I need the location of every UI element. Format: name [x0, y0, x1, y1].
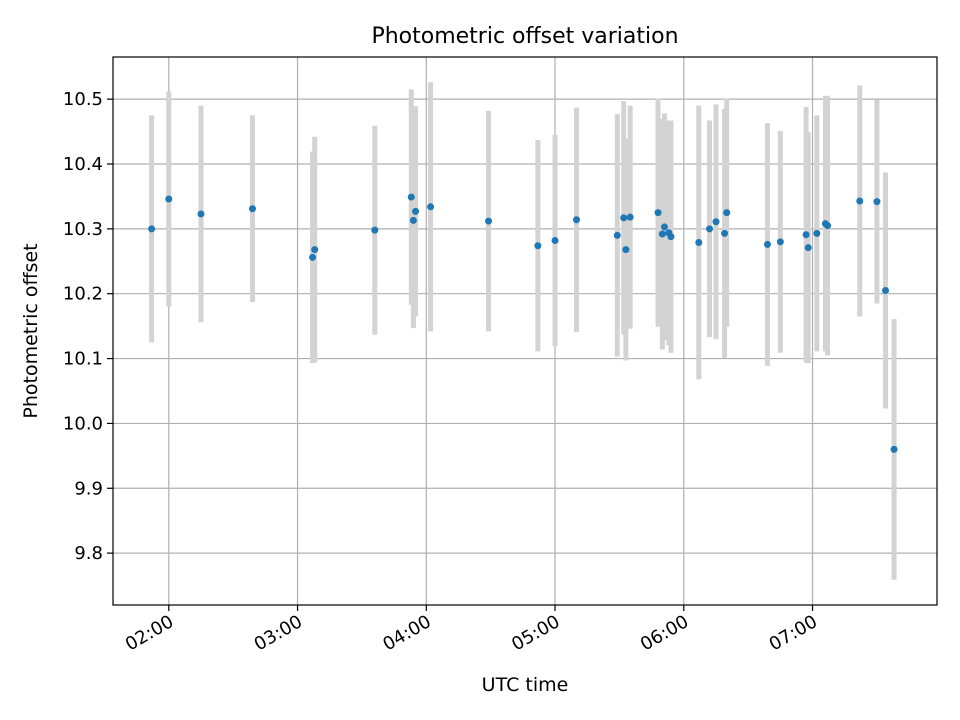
data-point — [148, 225, 156, 233]
data-point — [412, 207, 420, 215]
y-axis: 9.8 9.9 10.0 10.1 10.2 10.3 10.4 10.5 — [63, 89, 113, 564]
data-point — [654, 209, 662, 217]
y-tick-label: 10.0 — [63, 413, 103, 434]
data-point — [551, 237, 559, 245]
data-point — [407, 193, 415, 201]
data-point — [248, 205, 256, 213]
data-point — [763, 240, 771, 248]
data-point — [427, 203, 435, 211]
data-point — [824, 222, 832, 230]
data-point — [802, 231, 810, 239]
data-point — [660, 223, 668, 231]
data-point — [804, 244, 812, 252]
data-point — [573, 216, 580, 224]
data-point — [695, 238, 703, 246]
data-point — [712, 218, 720, 226]
data-point — [309, 253, 317, 261]
data-point — [613, 231, 621, 239]
y-tick-label: 10.5 — [63, 89, 103, 110]
data-point — [534, 242, 542, 250]
data-point — [371, 226, 379, 234]
y-tick-label: 10.2 — [63, 284, 103, 305]
y-tick-label: 9.8 — [74, 543, 103, 564]
y-tick-label: 10.4 — [63, 154, 103, 175]
y-tick-label: 10.1 — [63, 349, 103, 370]
data-point — [667, 233, 675, 241]
plot-frame — [112, 56, 938, 606]
data-point — [723, 209, 731, 217]
data-point — [165, 195, 173, 203]
y-axis-label: Photometric offset — [20, 243, 42, 418]
data-point — [721, 229, 729, 237]
data-point — [620, 214, 628, 222]
data-point — [311, 246, 319, 254]
data-point — [622, 246, 630, 254]
x-axis-label: UTC time — [482, 674, 569, 696]
data-point — [776, 238, 784, 246]
data-point — [813, 229, 821, 237]
data-point — [856, 197, 864, 205]
chart-title: Photometric offset variation — [371, 24, 678, 49]
data-point — [890, 445, 898, 453]
data-points — [148, 193, 898, 453]
data-point — [658, 230, 666, 238]
data-point — [485, 217, 493, 225]
data-point — [409, 216, 417, 224]
y-tick-label: 10.3 — [63, 219, 103, 240]
data-point — [626, 213, 634, 221]
y-tick-label: 9.9 — [74, 478, 103, 499]
data-point — [197, 210, 205, 218]
data-point — [873, 198, 881, 206]
data-point — [882, 286, 889, 294]
data-point — [706, 225, 714, 233]
